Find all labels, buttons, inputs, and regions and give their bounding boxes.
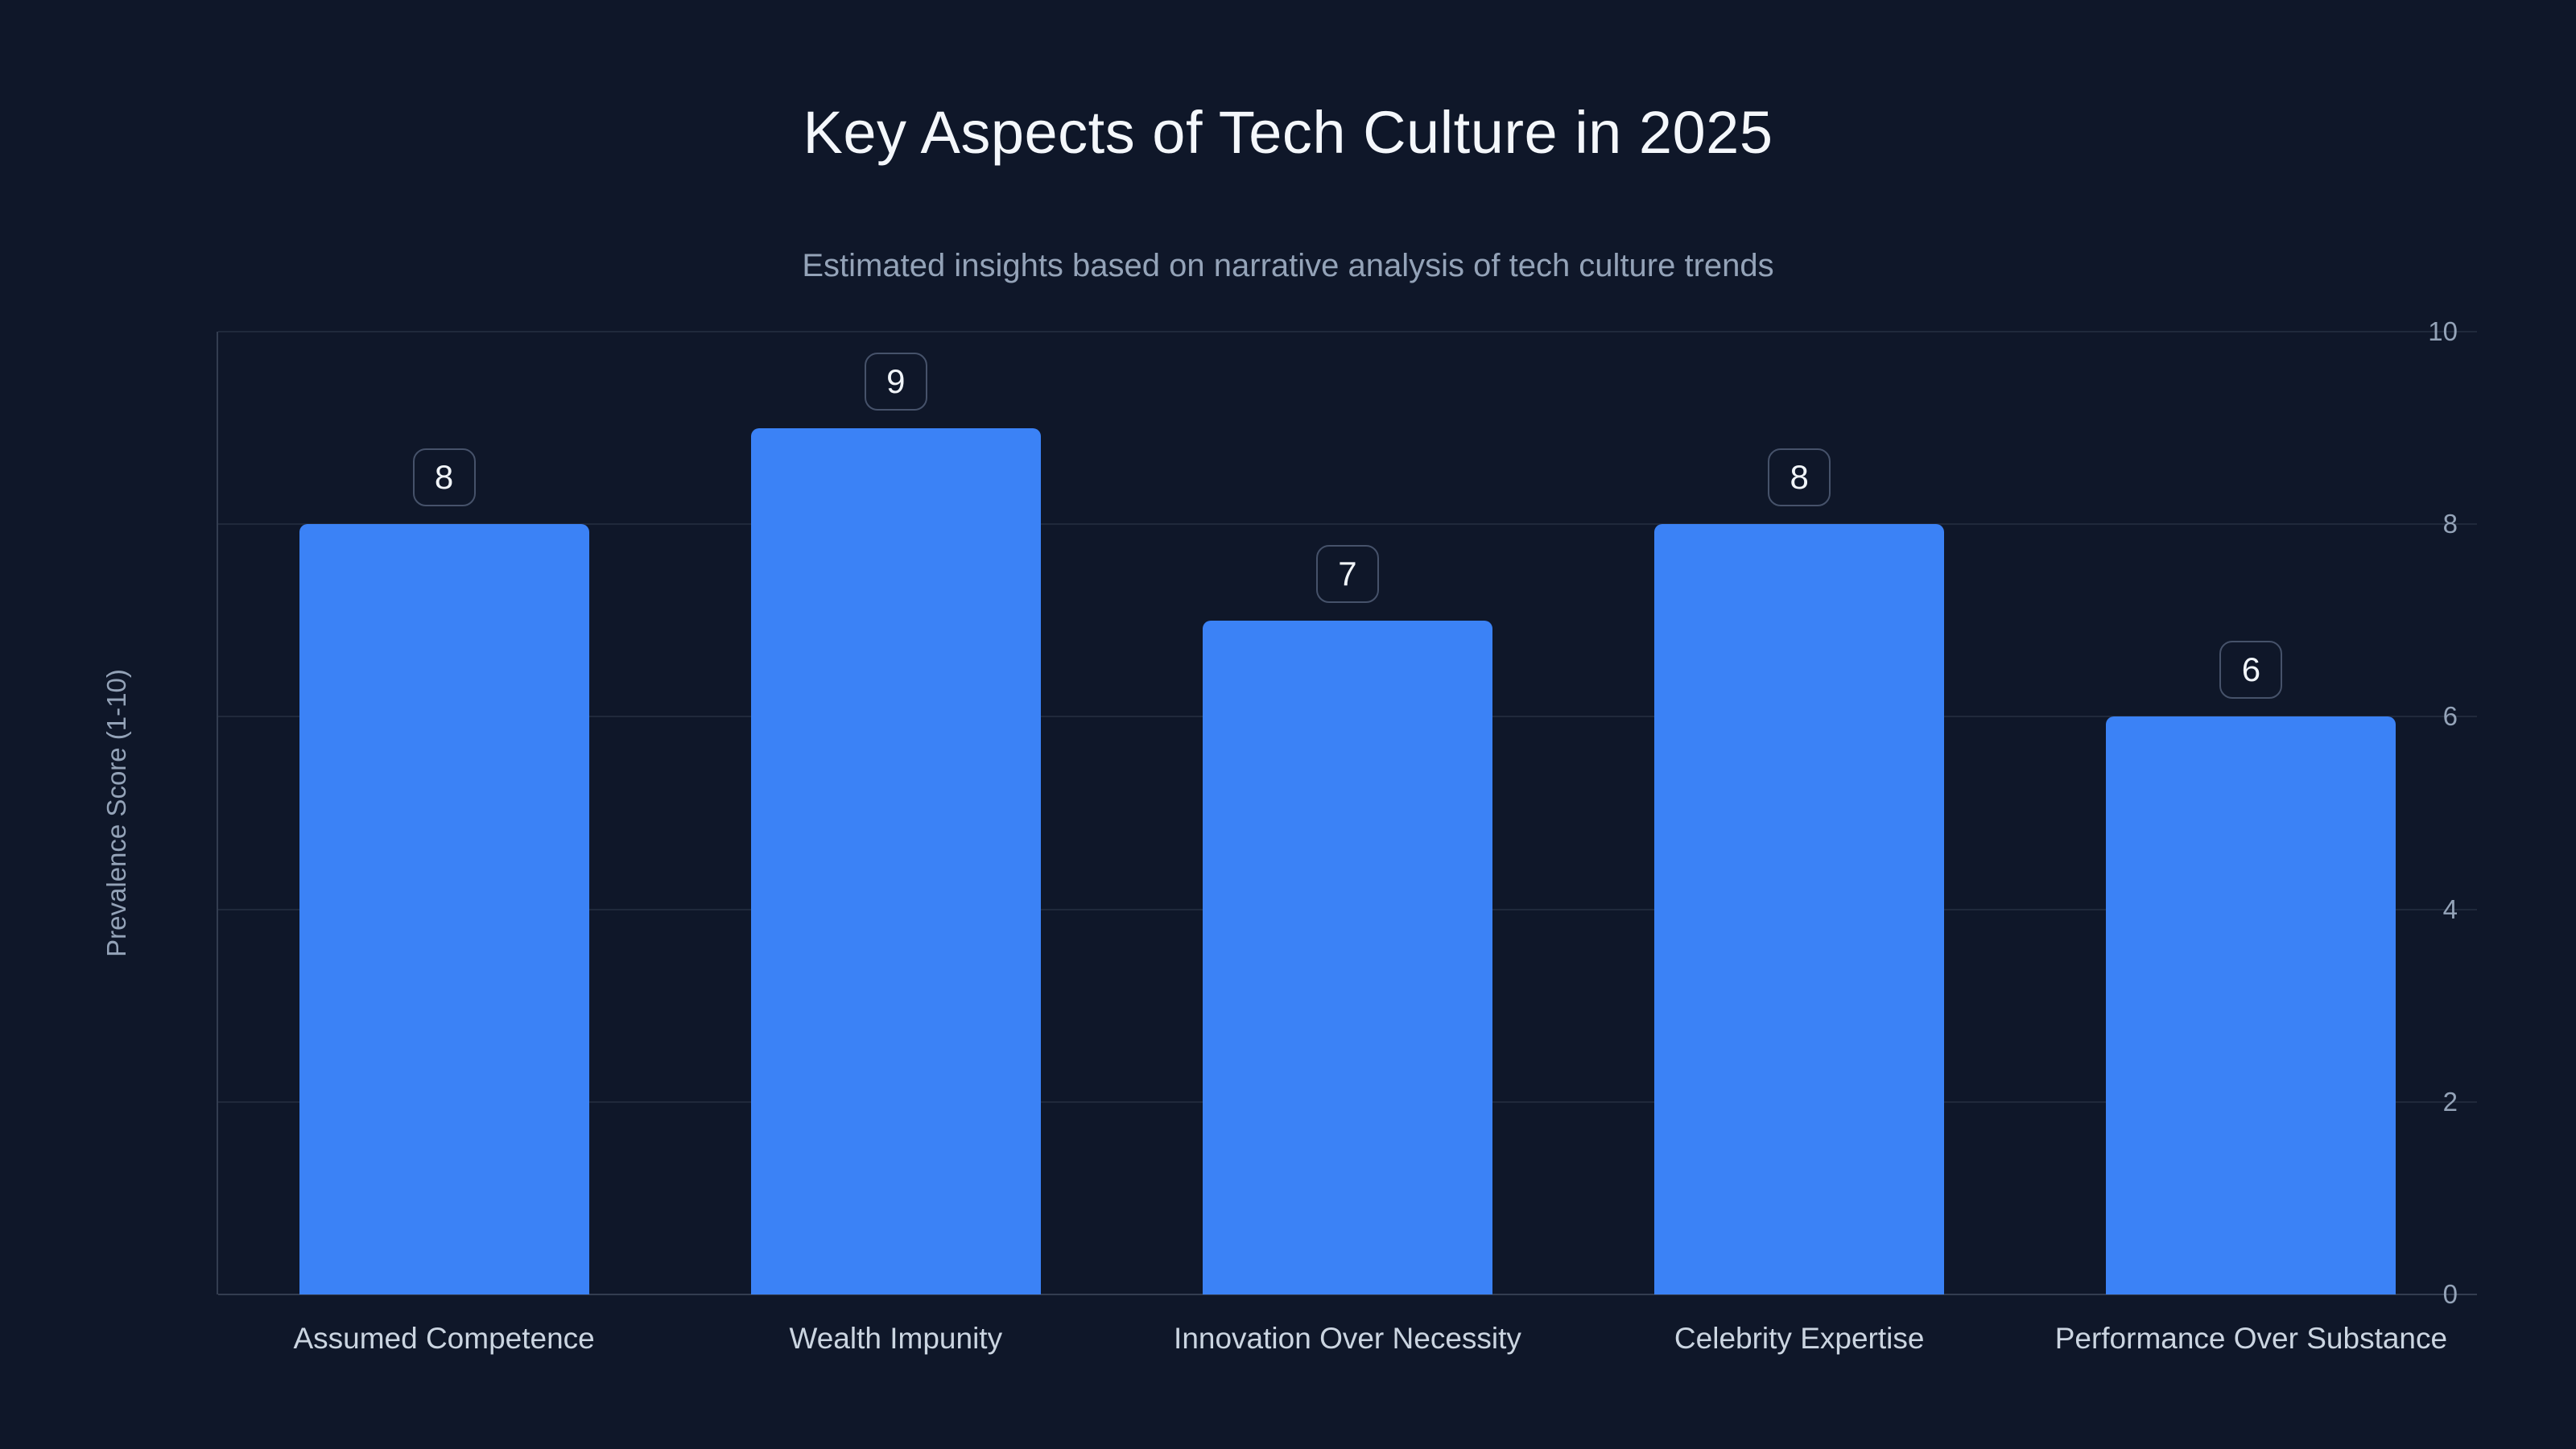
y-axis-line (217, 332, 218, 1294)
value-badge: 8 (412, 448, 476, 507)
category-band: 8 Celebrity Expertise (1574, 332, 2025, 1355)
y-tick-label: 8 (2442, 509, 2458, 539)
value-badge: 6 (2219, 641, 2283, 700)
bar-wealth-impunity (750, 427, 1041, 1294)
value-badge: 9 (864, 352, 927, 411)
y-tick-label: 6 (2442, 701, 2458, 732)
category-band: 9 Wealth Impunity (670, 332, 1121, 1355)
y-tick-label: 2 (2442, 1086, 2458, 1117)
bar-innovation-over-necessity (1202, 620, 1492, 1294)
plot-area: 0 2 4 6 8 10 8 Assumed Competence 9 Wealth Impuni… (217, 316, 2477, 1355)
value-badge: 8 (1768, 448, 1831, 507)
gridline (218, 523, 2477, 526)
category-band: 6 Performance Over Substance (2025, 332, 2477, 1355)
x-category-label: Wealth Impunity (789, 1322, 1003, 1355)
x-axis-baseline (218, 1294, 2477, 1295)
gridline (218, 331, 2477, 332)
category-band: 8 Assumed Competence (218, 332, 670, 1355)
x-category-label: Celebrity Expertise (1674, 1322, 1925, 1355)
value-badge: 7 (1315, 544, 1379, 603)
chart-subtitle: Estimated insights based on narrative an… (802, 248, 1774, 283)
bar-assumed-competence (299, 524, 589, 1294)
y-tick-label: 10 (2428, 316, 2458, 346)
category-band: 7 Innovation Over Necessity (1121, 332, 1573, 1355)
x-category-label: Performance Over Substance (2054, 1322, 2448, 1355)
y-axis-title: Prevalence Score (1-10) (101, 669, 131, 957)
y-tick-label: 4 (2442, 894, 2458, 924)
x-category-label: Innovation Over Necessity (1174, 1322, 1521, 1355)
x-category-label: Assumed Competence (293, 1322, 595, 1355)
y-tick-label: 0 (2442, 1279, 2458, 1309)
bar-performance-over-substance (2106, 716, 2396, 1294)
bar-celebrity-expertise (1654, 524, 1945, 1294)
chart-title: Key Aspects of Tech Culture in 2025 (803, 99, 1773, 166)
